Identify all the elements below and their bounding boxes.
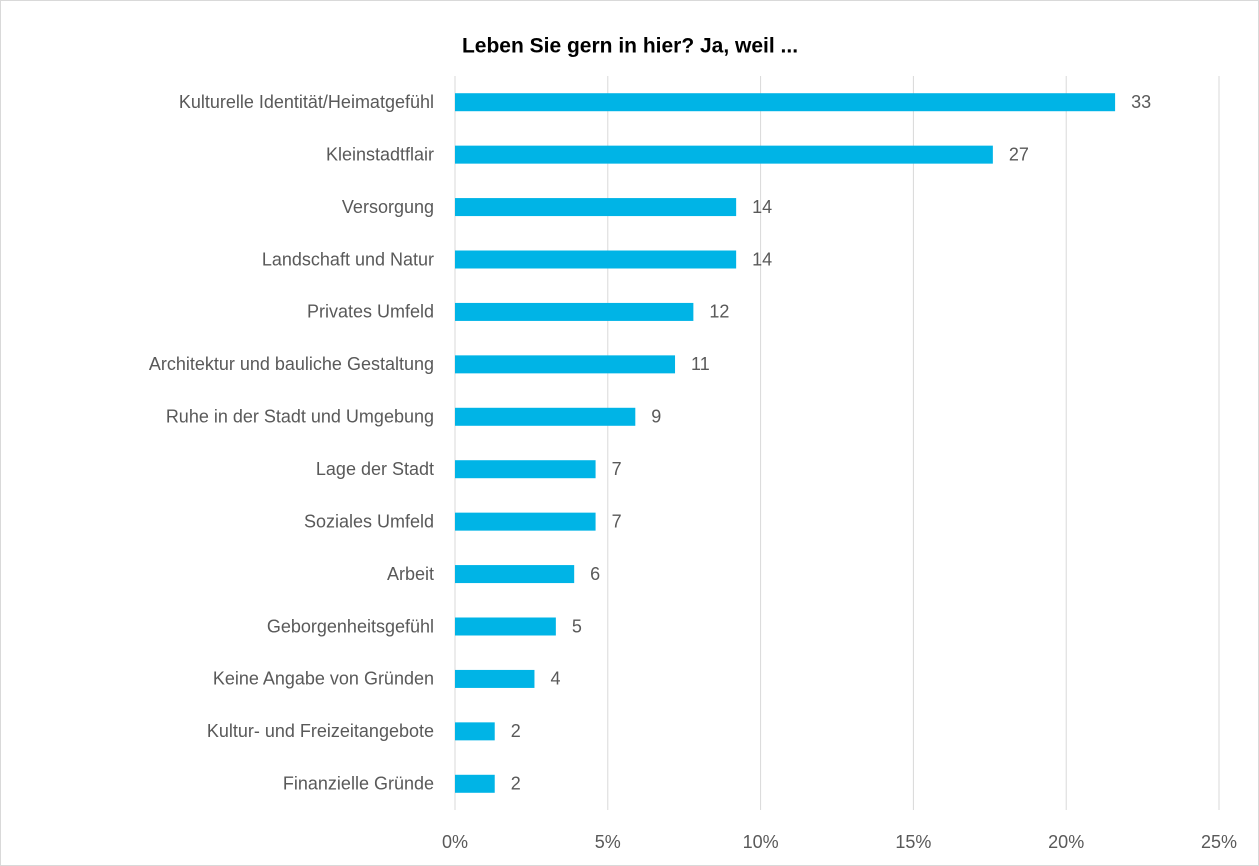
data-label: 2	[511, 774, 521, 794]
data-label: 33	[1131, 92, 1151, 112]
bar	[455, 93, 1116, 112]
x-tick-label: 5%	[595, 832, 621, 852]
data-label: 7	[612, 511, 622, 531]
data-label: 11	[691, 354, 710, 374]
y-tick-label: Ruhe in der Stadt und Umgebung	[166, 407, 434, 427]
data-label: 2	[511, 721, 521, 741]
y-tick-label: Kulturelle Identität/Heimatgefühl	[179, 92, 434, 112]
bar	[455, 512, 596, 531]
bar	[455, 302, 694, 321]
data-label: 4	[550, 669, 560, 689]
bar	[455, 460, 596, 479]
data-label: 14	[752, 197, 772, 217]
chart-title: Leben Sie gern in hier? Ja, weil ...	[462, 35, 798, 58]
bar	[455, 617, 556, 636]
bar	[455, 407, 636, 426]
y-tick-label: Keine Angabe von Gründen	[213, 669, 434, 689]
x-tick-label: 0%	[442, 832, 468, 852]
y-tick-label: Architektur und bauliche Gestaltung	[149, 354, 434, 374]
y-tick-label: Privates Umfeld	[307, 302, 434, 322]
y-tick-label: Lage der Stadt	[316, 459, 434, 479]
data-label: 7	[612, 459, 622, 479]
y-tick-label: Geborgenheitsgefühl	[267, 616, 434, 636]
bar	[455, 722, 495, 741]
data-label: 9	[651, 407, 661, 427]
y-tick-label: Finanzielle Gründe	[283, 774, 434, 794]
y-tick-label: Soziales Umfeld	[304, 511, 434, 531]
y-tick-label: Kleinstadtflair	[326, 144, 434, 164]
data-label: 5	[572, 616, 582, 636]
y-tick-label: Kultur- und Freizeitangebote	[207, 721, 434, 741]
y-tick-label: Arbeit	[387, 564, 434, 584]
x-tick-label: 15%	[895, 832, 931, 852]
y-tick-label: Landschaft und Natur	[262, 249, 434, 269]
data-label: 12	[709, 302, 729, 322]
bar	[455, 669, 535, 688]
bar	[455, 565, 575, 584]
data-label: 6	[590, 564, 600, 584]
bar	[455, 145, 993, 164]
bar	[455, 355, 676, 374]
data-label: 27	[1009, 144, 1029, 164]
x-tick-label: 20%	[1048, 832, 1084, 852]
x-tick-label: 10%	[743, 832, 779, 852]
x-tick-label: 25%	[1201, 832, 1237, 852]
y-tick-label: Versorgung	[342, 197, 434, 217]
data-label: 14	[752, 249, 772, 269]
bar	[455, 198, 737, 217]
bar	[455, 250, 737, 269]
bar	[455, 774, 495, 793]
